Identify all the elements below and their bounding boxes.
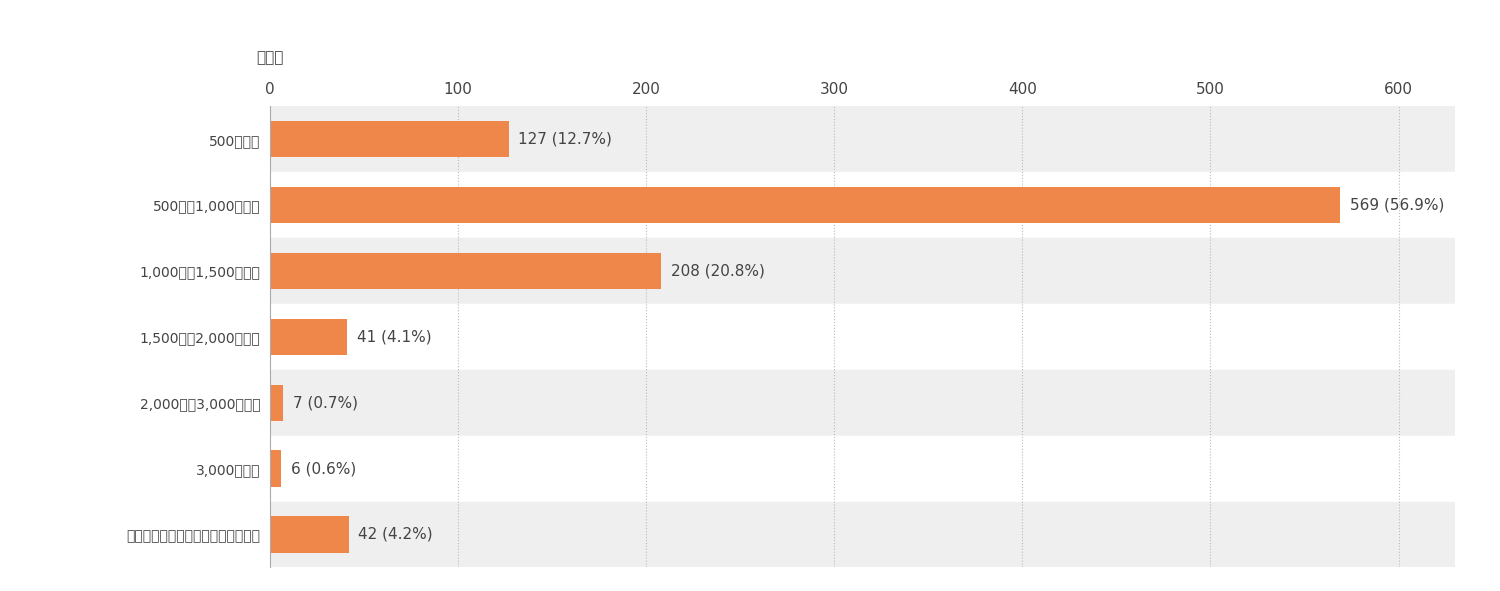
Bar (270, 172, 1455, 238)
Text: 7 (0.7%): 7 (0.7%) (292, 395, 357, 410)
Bar (270, 253, 662, 289)
Bar (270, 238, 1455, 304)
Text: 127 (12.7%): 127 (12.7%) (519, 132, 612, 147)
Bar (270, 106, 1455, 172)
Text: （人）: （人） (256, 50, 284, 64)
Bar (270, 436, 1455, 502)
Bar (270, 121, 509, 157)
Text: 6 (0.6%): 6 (0.6%) (291, 461, 356, 476)
Bar (270, 502, 1455, 567)
Bar (270, 450, 282, 486)
Bar (270, 517, 350, 553)
Text: 208 (20.8%): 208 (20.8%) (670, 264, 765, 278)
Bar (270, 370, 1455, 436)
Text: 569 (56.9%): 569 (56.9%) (1350, 197, 1444, 213)
Bar (270, 304, 1455, 370)
Text: 41 (4.1%): 41 (4.1%) (357, 329, 430, 345)
Bar (270, 385, 284, 421)
Bar (270, 187, 1341, 223)
Bar (270, 319, 346, 355)
Text: 42 (4.2%): 42 (4.2%) (358, 527, 434, 542)
